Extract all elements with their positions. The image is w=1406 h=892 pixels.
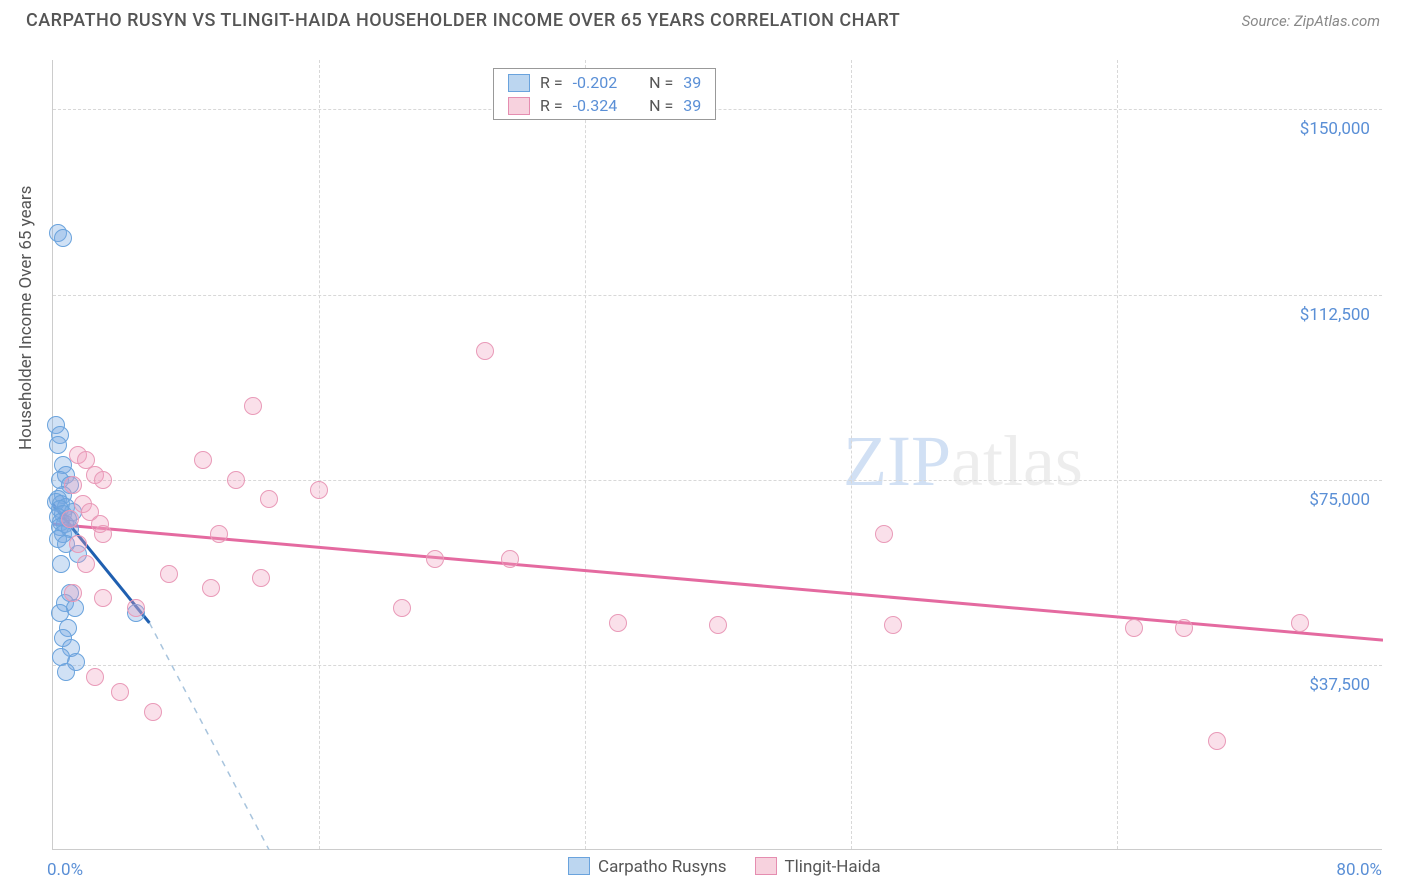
data-point <box>144 703 162 721</box>
correlation-legend-row: R = -0.324 N = 39 <box>494 94 715 117</box>
n-label: N = <box>649 96 673 115</box>
data-point <box>111 683 129 701</box>
legend-swatch <box>568 857 590 875</box>
correlation-legend-row: R = -0.202 N = 39 <box>494 71 715 94</box>
data-point <box>609 614 627 632</box>
gridline-h <box>53 665 1382 666</box>
gridline-v <box>1117 60 1118 849</box>
data-point <box>94 525 112 543</box>
gridline-v <box>319 60 320 849</box>
data-point <box>64 584 82 602</box>
n-value: 39 <box>683 96 701 115</box>
source-attribution: Source: ZipAtlas.com <box>1242 12 1380 30</box>
legend-swatch <box>755 857 777 875</box>
r-value: -0.324 <box>573 96 618 115</box>
data-point <box>49 436 67 454</box>
gridline-v <box>851 60 852 849</box>
data-point <box>77 555 95 573</box>
series-name: Tlingit-Haida <box>785 857 881 877</box>
r-label: R = <box>540 96 563 115</box>
data-point <box>1291 614 1309 632</box>
series-legend-item: Tlingit-Haida <box>755 857 881 877</box>
data-point <box>210 525 228 543</box>
n-value: 39 <box>683 73 701 92</box>
series-legend-item: Carpatho Rusyns <box>568 857 727 877</box>
data-point <box>160 565 178 583</box>
scatter-chart: ZIPatlas $37,500$75,000$112,500$150,0000… <box>52 60 1382 850</box>
x-axis-min: 0.0% <box>47 860 83 880</box>
data-point <box>709 616 727 634</box>
data-point <box>94 471 112 489</box>
r-value: -0.202 <box>573 73 618 92</box>
data-point <box>501 550 519 568</box>
data-point <box>1175 619 1193 637</box>
data-point <box>202 579 220 597</box>
gridline-v <box>585 60 586 849</box>
data-point <box>194 451 212 469</box>
data-point <box>54 229 72 247</box>
y-tick-label: $37,500 <box>1309 675 1370 695</box>
data-point <box>426 550 444 568</box>
data-point <box>52 555 70 573</box>
y-tick-label: $75,000 <box>1309 490 1370 510</box>
data-point <box>476 342 494 360</box>
y-tick-label: $150,000 <box>1300 119 1370 139</box>
data-point <box>127 599 145 617</box>
data-point <box>310 481 328 499</box>
series-legend: Carpatho Rusyns Tlingit-Haida <box>568 857 881 877</box>
x-axis-max: 80.0% <box>1336 860 1382 880</box>
data-point <box>875 525 893 543</box>
data-point <box>64 476 82 494</box>
y-tick-label: $112,500 <box>1300 305 1370 325</box>
gridline-h <box>53 109 1382 110</box>
data-point <box>393 599 411 617</box>
data-point <box>69 535 87 553</box>
chart-title: CARPATHO RUSYN VS TLINGIT-HAIDA HOUSEHOL… <box>26 10 900 31</box>
y-axis-title: Householder Income Over 65 years <box>16 186 36 450</box>
data-point <box>61 510 79 528</box>
regression-lines <box>53 60 1383 850</box>
watermark: ZIPatlas <box>843 420 1083 503</box>
data-point <box>1125 619 1143 637</box>
data-point <box>227 471 245 489</box>
r-label: R = <box>540 73 563 92</box>
data-point <box>244 397 262 415</box>
data-point <box>86 668 104 686</box>
legend-swatch <box>508 74 530 92</box>
data-point <box>884 616 902 634</box>
legend-swatch <box>508 97 530 115</box>
data-point <box>57 663 75 681</box>
gridline-h <box>53 480 1382 481</box>
data-point <box>1208 732 1226 750</box>
series-name: Carpatho Rusyns <box>598 857 727 877</box>
data-point <box>252 569 270 587</box>
n-label: N = <box>649 73 673 92</box>
data-point <box>94 589 112 607</box>
correlation-legend: R = -0.202 N = 39R = -0.324 N = 39 <box>493 68 716 120</box>
data-point <box>260 490 278 508</box>
gridline-h <box>53 295 1382 296</box>
